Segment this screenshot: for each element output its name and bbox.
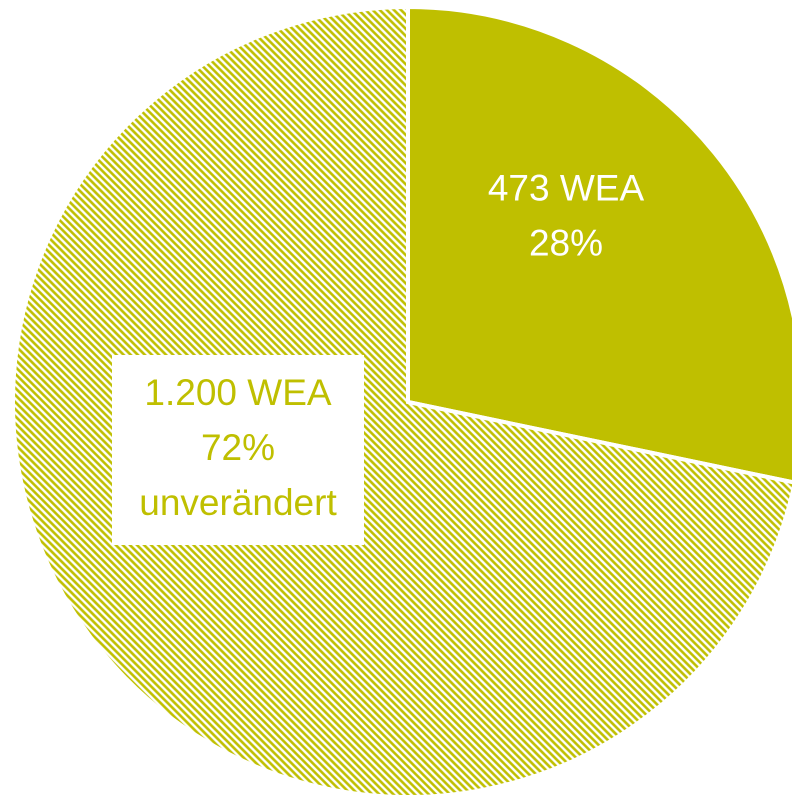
data-label: 473 WEA [488,167,645,208]
pie-slice [11,4,792,796]
label-box [112,355,364,545]
category-label: unverändert [139,482,337,523]
pie-slice [406,4,792,485]
data-label: 1.200 WEA [144,372,331,413]
data-label: 72% [201,427,275,468]
data-label: 28% [529,222,603,263]
